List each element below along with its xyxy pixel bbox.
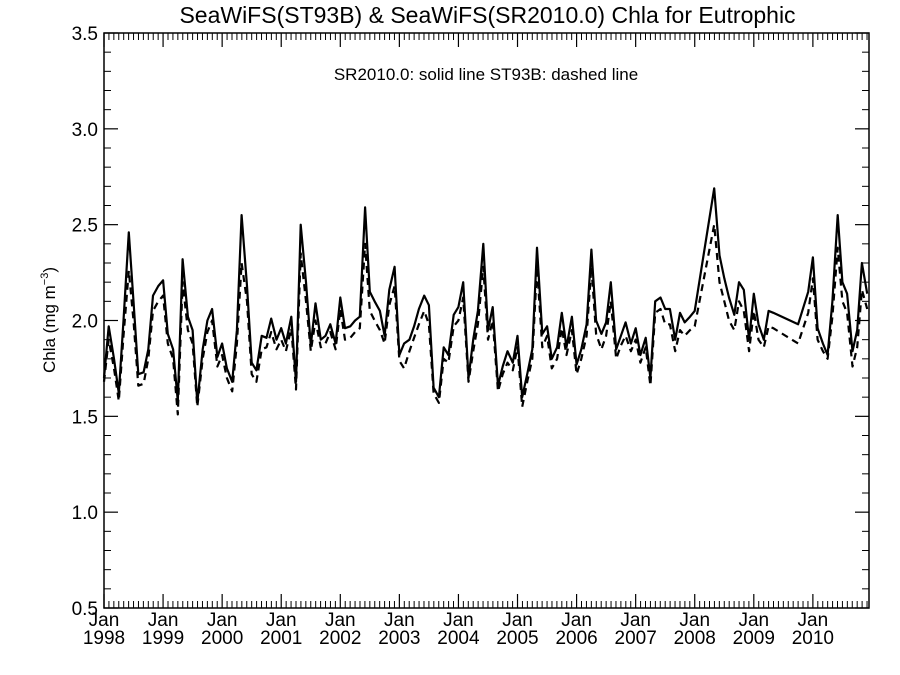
y-axis-label-main: Chla (mg m: [40, 285, 59, 373]
y-tick-label: 2.0: [72, 312, 98, 333]
axis-ticks: [103, 32, 869, 609]
x-tick-year: 2002: [319, 628, 361, 649]
chart-title: SeaWiFS(ST93B) & SeaWiFS(SR2010.0) Chla …: [179, 2, 796, 28]
x-tick-year: 2000: [201, 628, 243, 649]
x-tick-month: Jan: [798, 610, 829, 631]
x-tick-month: Jan: [443, 610, 474, 631]
x-tick-year: 1999: [142, 628, 184, 649]
y-tick-label: 1.5: [72, 407, 98, 428]
x-tick-month: Jan: [384, 610, 415, 631]
x-tick-year: 2008: [674, 628, 716, 649]
x-tick-year: 2010: [792, 628, 834, 649]
x-tick-month: Jan: [561, 610, 592, 631]
x-tick-year: 2001: [260, 628, 302, 649]
x-tick-month: Jan: [502, 610, 533, 631]
y-axis-label-close: ): [40, 267, 59, 273]
x-tick-year: 2009: [733, 628, 775, 649]
legend-annotation: SR2010.0: solid line ST93B: dashed line: [334, 65, 638, 84]
x-tick-month: Jan: [679, 610, 710, 631]
x-tick-month: Jan: [738, 610, 769, 631]
x-tick-month: Jan: [325, 610, 356, 631]
x-tick-year: 2006: [555, 628, 597, 649]
x-tick-month: Jan: [620, 610, 651, 631]
y-tick-label: 0.5: [72, 599, 98, 620]
series-group: [102, 187, 869, 416]
x-tick-year: 2005: [496, 628, 538, 649]
y-tick-label: 3.5: [72, 24, 98, 45]
x-tick-year: 2004: [437, 628, 480, 649]
y-axis-label: Chla (mg m−3): [39, 267, 59, 373]
x-tick-month: Jan: [266, 610, 297, 631]
series-line-st93b: [102, 223, 869, 416]
x-tick-month: Jan: [207, 610, 238, 631]
y-axis-label-superscript: −3: [39, 273, 51, 286]
tick-labels: 0.51.01.52.02.53.03.5Jan1998Jan1999Jan20…: [72, 24, 834, 649]
x-tick-month: Jan: [148, 610, 179, 631]
x-tick-month: Jan: [89, 610, 120, 631]
y-tick-label: 2.5: [72, 216, 98, 237]
plot-frame: [103, 32, 870, 609]
y-tick-label: 3.0: [72, 120, 98, 141]
x-tick-year: 2003: [378, 628, 420, 649]
y-tick-label: 1.0: [72, 503, 98, 524]
x-tick-year: 1998: [83, 628, 125, 649]
x-tick-year: 2007: [615, 628, 657, 649]
